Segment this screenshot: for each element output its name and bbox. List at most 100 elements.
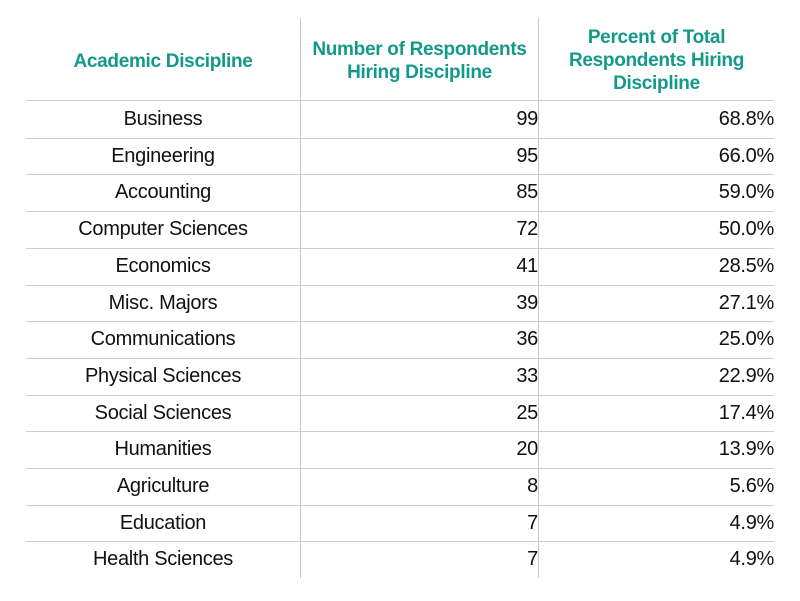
- header-divider: [26, 100, 774, 101]
- row-divider: [26, 285, 774, 286]
- row-divider: [26, 395, 774, 396]
- header-number-of-respondents: Number of Respondents Hiring Discipline: [301, 38, 538, 84]
- percent-value: 66.0%: [718, 145, 775, 167]
- respondents-value: 8: [527, 475, 538, 497]
- percent-cell: 50.0%: [539, 211, 775, 247]
- percent-cell: 5.6%: [539, 468, 775, 504]
- row-divider: [26, 248, 774, 249]
- discipline-cell: Education: [119, 512, 207, 534]
- respondents-cell: 25: [301, 395, 538, 431]
- table-row: Social Sciences 25 17.4%: [0, 395, 800, 431]
- respondents-cell: 72: [301, 211, 538, 247]
- row-divider: [26, 541, 774, 542]
- percent-value: 28.5%: [718, 255, 775, 277]
- row-divider: [26, 174, 774, 175]
- table-row: Communications 36 25.0%: [0, 321, 800, 357]
- percent-cell: 13.9%: [539, 431, 775, 467]
- respondents-value: 85: [516, 181, 538, 203]
- percent-value: 27.1%: [718, 292, 775, 314]
- header-percent-of-total: Percent of Total Respondents Hiring Disc…: [539, 26, 774, 95]
- discipline-cell: Social Sciences: [94, 402, 232, 424]
- discipline-cell: Misc. Majors: [108, 292, 218, 314]
- row-divider: [26, 468, 774, 469]
- percent-value: 4.9%: [729, 512, 775, 534]
- percent-cell: 27.1%: [539, 285, 775, 321]
- respondents-value: 72: [516, 218, 538, 240]
- discipline-cell: Physical Sciences: [84, 365, 242, 387]
- percent-value: 13.9%: [718, 438, 775, 460]
- respondents-value: 39: [516, 292, 538, 314]
- row-divider: [26, 138, 774, 139]
- percent-value: 17.4%: [718, 402, 775, 424]
- column-divider: [538, 18, 539, 578]
- header-line: Percent of Total: [587, 27, 726, 48]
- table-row: Humanities 20 13.9%: [0, 431, 800, 467]
- row-divider: [26, 358, 774, 359]
- percent-value: 68.8%: [718, 108, 775, 130]
- row-divider: [26, 431, 774, 432]
- percent-cell: 22.9%: [539, 358, 775, 394]
- respondents-value: 7: [527, 548, 538, 570]
- header-line: Discipline: [613, 73, 700, 94]
- table-row: Business 99 68.8%: [0, 101, 800, 137]
- respondents-cell: 7: [301, 505, 538, 541]
- respondents-cell: 8: [301, 468, 538, 504]
- respondents-cell: 33: [301, 358, 538, 394]
- table-row: Education 7 4.9%: [0, 505, 800, 541]
- percent-value: 59.0%: [718, 181, 775, 203]
- percent-value: 25.0%: [718, 328, 775, 350]
- discipline-cell: Computer Sciences: [78, 218, 248, 240]
- header-academic-discipline: Academic Discipline: [26, 50, 300, 73]
- percent-cell: 28.5%: [539, 248, 775, 284]
- discipline-cell: Engineering: [111, 145, 215, 167]
- discipline-cell: Communications: [90, 328, 236, 350]
- percent-cell: 66.0%: [539, 138, 775, 174]
- respondents-cell: 99: [301, 101, 538, 137]
- percent-value: 4.9%: [729, 548, 775, 570]
- respondents-cell: 85: [301, 174, 538, 210]
- table-row: Agriculture 8 5.6%: [0, 468, 800, 504]
- discipline-cell: Health Sciences: [92, 548, 234, 570]
- header-line: Respondents Hiring: [568, 50, 745, 71]
- respondents-value: 99: [516, 108, 538, 130]
- percent-value: 50.0%: [718, 218, 775, 240]
- respondents-cell: 39: [301, 285, 538, 321]
- column-divider: [300, 18, 301, 578]
- row-divider: [26, 321, 774, 322]
- table-row: Misc. Majors 39 27.1%: [0, 285, 800, 321]
- discipline-cell: Business: [123, 108, 203, 130]
- table-row: Computer Sciences 72 50.0%: [0, 211, 800, 247]
- respondents-value: 20: [516, 438, 538, 460]
- percent-cell: 59.0%: [539, 174, 775, 210]
- respondents-value: 7: [527, 512, 538, 534]
- table-row: Physical Sciences 33 22.9%: [0, 358, 800, 394]
- respondents-value: 25: [516, 402, 538, 424]
- respondents-value: 41: [516, 255, 538, 277]
- respondents-cell: 41: [301, 248, 538, 284]
- respondents-cell: 7: [301, 541, 538, 577]
- respondents-cell: 20: [301, 431, 538, 467]
- row-divider: [26, 211, 774, 212]
- respondents-value: 95: [516, 145, 538, 167]
- percent-cell: 4.9%: [539, 541, 775, 577]
- header-line: Academic Discipline: [73, 51, 253, 72]
- percent-cell: 68.8%: [539, 101, 775, 137]
- respondents-cell: 36: [301, 321, 538, 357]
- discipline-cell: Economics: [115, 255, 211, 277]
- respondents-value: 33: [516, 365, 538, 387]
- percent-cell: 4.9%: [539, 505, 775, 541]
- percent-cell: 17.4%: [539, 395, 775, 431]
- table-row: Economics 41 28.5%: [0, 248, 800, 284]
- table-row: Health Sciences 7 4.9%: [0, 541, 800, 577]
- discipline-cell: Accounting: [115, 181, 211, 203]
- respondents-value: 36: [516, 328, 538, 350]
- table-row: Engineering 95 66.0%: [0, 138, 800, 174]
- percent-cell: 25.0%: [539, 321, 775, 357]
- discipline-cell: Agriculture: [116, 475, 210, 497]
- row-divider: [26, 505, 774, 506]
- percent-value: 22.9%: [718, 365, 775, 387]
- header-line: Number of Respondents: [312, 39, 527, 60]
- table-row: Accounting 85 59.0%: [0, 174, 800, 210]
- discipline-cell: Humanities: [114, 438, 212, 460]
